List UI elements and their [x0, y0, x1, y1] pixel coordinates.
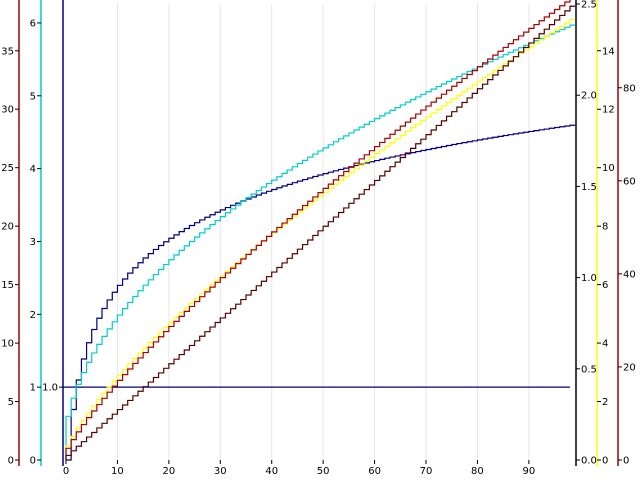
y-tick-label: 0 [30, 456, 36, 467]
y-tick-label: 0 [8, 456, 14, 467]
y-axis-yellow: 0 2 4 6 8 10 12 14 [596, 0, 615, 467]
y-tick-label: 1.0 [42, 383, 58, 394]
y-tick-label: 40 [623, 269, 636, 280]
y-axis-darkred: 0 20 40 60 80 [617, 0, 636, 467]
y-tick-label: 20 [623, 362, 636, 373]
series-x [65, 5, 576, 460]
y-tick-label: 12 [602, 105, 615, 116]
y-tick-label: 14 [602, 46, 615, 57]
y-tick-label: 15 [1, 280, 14, 291]
y-tick-label: 30 [1, 105, 14, 116]
y-tick-label: 2 [30, 310, 36, 321]
y-tick-label: 5 [30, 91, 36, 102]
series-x^0.75 [65, 19, 576, 460]
y-axis-cyan: 0 1 2 3 4 5 6 [30, 0, 42, 467]
x-tick-label: 10 [111, 466, 124, 477]
x-tick-label: 80 [471, 466, 484, 477]
x-tick-label: 90 [522, 466, 535, 477]
y-tick-label: 0 [602, 456, 608, 467]
y-axis-navy: 1.0 [42, 0, 64, 466]
y-axis-black: 0.0 0.5 1.0 1.5 2.0 2.5 [575, 0, 597, 467]
series-x^0.8 [65, 0, 571, 460]
y-tick-label: 10 [1, 339, 14, 350]
y-tick-label: 0.0 [581, 456, 597, 467]
series-log [66, 124, 576, 461]
x-axis: 0 10 20 30 40 50 60 70 80 90 [63, 460, 535, 477]
x-tick-label: 50 [317, 466, 330, 477]
y-tick-label: 6 [602, 280, 608, 291]
axes: 0510152025303501234561.00.00.51.01.52.02… [1, 0, 636, 467]
y-tick-label: 60 [623, 176, 636, 187]
y-tick-label: 3 [30, 237, 36, 248]
y-tick-label: 20 [1, 222, 14, 233]
x-grid [116, 4, 530, 460]
x-tick-label: 20 [162, 466, 175, 477]
y-tick-label: 8 [602, 222, 608, 233]
y-tick-label: 1 [30, 383, 36, 394]
y-tick-label: 6 [30, 18, 36, 29]
x-tick-label: 70 [420, 466, 433, 477]
y-tick-label: 2.5 [581, 0, 597, 11]
x-tick-label: 60 [368, 466, 381, 477]
x-tick-label: 40 [265, 466, 278, 477]
y-tick-label: 1.5 [581, 182, 597, 193]
y-axis-red: 0 5 10 15 20 25 30 35 [1, 0, 20, 467]
y-tick-label: 4 [30, 164, 36, 175]
series-sqrt [65, 24, 576, 460]
series-group [65, 0, 576, 461]
y-tick-label: 0.5 [581, 364, 597, 375]
y-tick-label: 4 [602, 339, 608, 350]
y-tick-label: 10 [602, 163, 615, 174]
y-tick-label: 25 [1, 163, 14, 174]
y-tick-label: 1.0 [581, 273, 597, 284]
y-tick-label: 2 [602, 397, 608, 408]
y-tick-label: 35 [1, 46, 14, 57]
y-tick-label: 5 [8, 397, 14, 408]
y-tick-label: 80 [623, 83, 636, 94]
y-tick-label: 2.0 [581, 91, 597, 102]
y-tick-label: 0 [623, 456, 629, 467]
x-tick-label: 30 [214, 466, 227, 477]
x-tick-label: 0 [63, 466, 69, 477]
